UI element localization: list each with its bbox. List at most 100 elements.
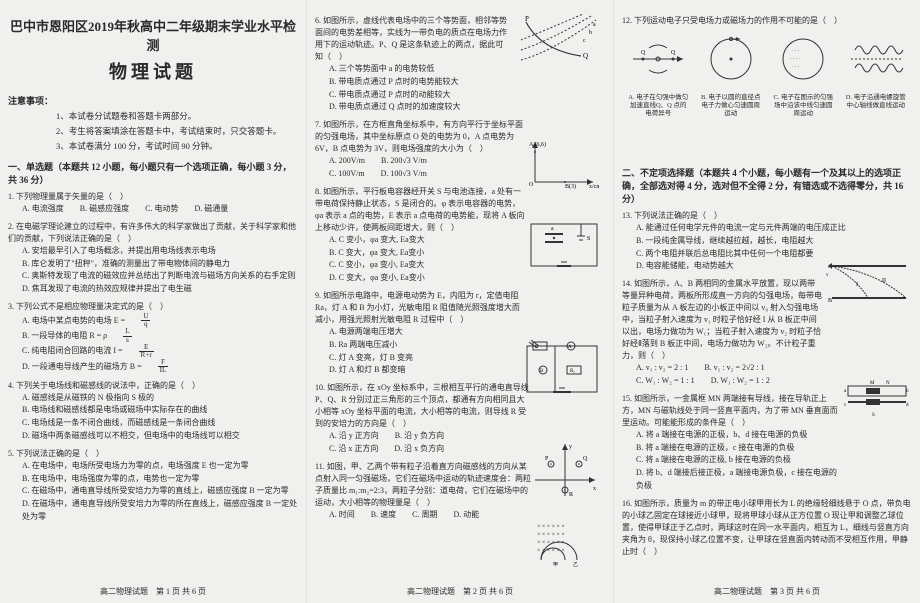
q13-stem: 13. 下列说法正确的是（ ）	[622, 210, 912, 222]
q16: 16. 如图所示，质量为 m 的带正电小球甲用长为 L 的绝缘轻细线悬于 O 点…	[622, 498, 912, 558]
q10-opt-c: C. 沿 x 正方向	[329, 443, 378, 456]
svg-text:S: S	[872, 413, 875, 418]
q5-opts: A. 在电场中，电场所受电场力为零的点，电场强度 E 也一定为零 B. 在电场中…	[22, 460, 298, 524]
svg-text:c: c	[844, 403, 847, 408]
q9-opt-a: A. 电源两端电压增大	[329, 326, 523, 339]
svg-text:b: b	[906, 389, 909, 394]
section-1-heading: 一、单选题（本题共 12 小题，每小题只有一个选项正确，每小题 3 分，共 36…	[8, 160, 298, 186]
q15-opts: A. 将 a 端接在电源的正极，b、d 接在电源的负极 B. 将 a 端接在电源…	[636, 429, 838, 493]
page-1: 巴中市恩阳区2019年秋高中二年级期末学业水平检测 物理试题 注意事项： 1、本…	[0, 0, 306, 603]
svg-text:Q: Q	[641, 50, 646, 56]
svg-text:a: a	[844, 389, 847, 394]
q11-opt-c: C. 周期	[412, 509, 437, 522]
svg-text:× × × × × ×: × × × × × ×	[537, 540, 565, 546]
q12-stem: 12. 下列运动电子只受电场力或磁场力的作用不可能的是（ ）	[622, 15, 912, 27]
parallel-plates-icon: A B I II v	[826, 258, 912, 308]
svg-text:v: v	[826, 273, 829, 278]
q5-stem: 5. 下列说法正确的是（ ）	[8, 448, 298, 460]
equipotential-figure-icon: P Q a b c	[511, 12, 601, 64]
svg-text:II: II	[882, 278, 886, 284]
svg-text:× × × × × ×: × × × × × ×	[537, 524, 565, 530]
q12-figures: Q Q · · · · · · · · · ·	[622, 30, 912, 92]
q12-captions: A. 电子在匀强中做匀加速直线Q、Q 点的电荷异号 B. 电子以圆的直径点电子力…	[622, 94, 912, 117]
q1-opt-c: C. 电动势	[145, 203, 178, 216]
q2-opt-a: A. 安培最早引入了电场概念，并提出用电场线表示电场	[22, 245, 298, 258]
notice-1: 1、本试卷分试题卷和答题卡两部分。	[56, 110, 298, 122]
q4-opt-b: B. 电场线和磁感线都是电场或磁场中实际存在的曲线	[22, 404, 298, 417]
q14-opt-a: A. v₁ : v₂ = 2 : 1	[636, 362, 688, 375]
fraction-icon: ER+r	[139, 344, 168, 359]
exam-title: 巴中市恩阳区2019年秋高中二年级期末学业水平检测	[8, 16, 298, 54]
svg-text:乙: 乙	[573, 561, 578, 568]
q13-opt-a: A. 能通过任何电学元件的电流一定与元件两端的电压成正比	[636, 222, 912, 235]
page-1-footer: 高二物理试题 第 1 页 共 6 页	[0, 586, 306, 597]
page-2-footer: 高二物理试题 第 2 页 共 6 页	[307, 586, 613, 597]
q12: 12. 下列运动电子只受电场力或磁场力的作用不可能的是（ ）	[622, 15, 912, 27]
svg-text:· · ·: · · ·	[792, 65, 800, 70]
q15-opt-c: C. 将 a 端接在电源的正极, b 接在电源的负极	[636, 454, 838, 467]
svg-text:a: a	[593, 22, 596, 28]
q3-opt-c: C. 纯电阻闭合回路的电流 I = ER+r	[22, 344, 298, 359]
svg-text:Q: Q	[583, 456, 588, 462]
q1-opt-b: B. 磁感应强度	[80, 203, 129, 216]
q7-opt-c: C. 100V/m	[329, 168, 365, 181]
svg-text:P: P	[525, 15, 529, 23]
q10-opt-b: B. 沿 y 负方向	[395, 430, 444, 443]
svg-text:× × × × × ×: × × × × × ×	[537, 532, 565, 538]
capacitor-circuit-icon: a S	[527, 220, 601, 270]
svg-text:B: B	[828, 298, 832, 304]
page-3: 12. 下列运动电子只受电场力或磁场力的作用不可能的是（ ） Q Q · · ·	[613, 0, 920, 603]
page-2: 6. 如图所示，虚线代表电场中的三个等势面，相邻等势面间的电势差相等，实线为一带…	[306, 0, 613, 603]
triangle-wires-icon: y x P Q R	[529, 440, 601, 502]
photoresistor-circuit-icon: R A B Rₐ	[523, 340, 601, 398]
svg-text:R: R	[569, 492, 573, 498]
q15-stem: 15. 如图所示，一金属框 MN 两端接有导线，接在导轨正上方，MN 与磁轨线处…	[622, 393, 838, 429]
q9-opt-c: C. 灯 A 变亮，灯 B 变亮	[329, 352, 523, 365]
q5-opt-c: C. 在磁场中，通电直导线所受安培力为零的直线上，磁感应强度 B 一定为零	[22, 485, 298, 498]
q9-opt-b: B. Ra 两端电压减小	[329, 339, 523, 352]
q15-opt-b: B. 将 a 端接在电源的正极，c 接在电源的负极	[636, 442, 838, 455]
fraction-icon: FIL	[158, 359, 183, 374]
svg-text:P: P	[545, 456, 549, 462]
mn-frame-icon: a b c d M N S	[842, 380, 912, 420]
q7-stem: 7. 如图所示，在方框直角坐标系中，有方向平行于坐标平面的匀强电场，其中坐标原点…	[315, 119, 527, 155]
svg-text:· · ·: · · ·	[792, 49, 800, 54]
q9-opt-d: D. 灯 A 和灯 B 都变暗	[329, 364, 523, 377]
q6-stem: 6. 如图所示，虚线代表电场中的三个等势面，相邻等势面间的电势差相等，实线为一带…	[315, 15, 511, 63]
q12-fig-b-icon	[702, 30, 760, 88]
q4-opt-d: D. 磁场中两条磁感线可以不相交，但电场中的电场线可以相交	[22, 430, 298, 443]
svg-text:c: c	[583, 38, 586, 44]
svg-text:A: A	[568, 345, 572, 350]
q6-opt-c: C. 带电质点通过 P 点时的动能较大	[329, 89, 511, 102]
q5-opt-b: B. 在电场中，电场强度为零的点，电势也一定为零	[22, 473, 298, 486]
q11-opt-a: A. 时间	[329, 509, 355, 522]
q8-opt-b: B. C 变大，φa 变大, Ea变小	[329, 247, 424, 260]
svg-text:· · · ·: · · · ·	[790, 57, 801, 62]
q11-opts: A. 时间 B. 速度 C. 周期 D. 动能	[329, 509, 531, 522]
svg-text:A (6,6): A (6,6)	[529, 141, 546, 148]
q2-opt-b: B. 库仑发明了"扭秤"，准确的测量出了带电物体间的静电力	[22, 258, 298, 271]
magnetic-tracks-icon: × × × × × × × × × × × × × × × × × × × × …	[531, 520, 601, 570]
q10-stem: 10. 如图所示，在 xOy 坐标系中，三根相互平行的通电直导线 P、Q、R 分…	[315, 382, 529, 430]
q12-fig-c-icon: · · · · · · · · · ·	[774, 30, 832, 88]
q12-cap-a: A. 电子在匀强中做匀加速直线Q、Q 点的电荷异号	[628, 94, 688, 117]
q2-opt-c: C. 奥斯特发现了电流的磁效应并总结出了判断电流与磁场方向关系的右手定则	[22, 270, 298, 283]
q7-opt-d: D. 100√3 V/m	[381, 168, 427, 181]
q4-stem: 4. 下列关于电场线和磁感线的说法中，正确的是（ ）	[8, 380, 298, 392]
q5-opt-d: D. 在磁场中，通电直导线所受安培力为零的所在直线上，磁感应强度 B 一定处处为…	[22, 498, 298, 524]
q8-opt-c: C. C 变小，φa 变小, Ea变大	[329, 259, 424, 272]
svg-text:x: x	[593, 486, 596, 492]
section-2-heading: 二、不定项选择题（本题共 4 个小题，每小题有一个及其以上的选项正确，全部选对得…	[622, 166, 912, 205]
q8-opts: A. C 变小，φa 变大, Ea变大 B. C 变大，φa 变大, Ea变小 …	[329, 234, 527, 285]
q15-opt-a: A. 将 a 端接在电源的正极，b、d 接在电源的负极	[636, 429, 838, 442]
q2: 2. 在电磁学理论建立的过程中，有许多伟大的科学家做出了贡献，关于科学家和他们的…	[8, 221, 298, 296]
q12-cap-c: C. 电子在图示的匀强场中沿该中线匀速圆周运动	[773, 94, 833, 117]
q1-opts: A. 电流强度 B. 磁感应强度 C. 电动势 D. 磁通量	[22, 203, 298, 216]
q7-opts: A. 200V/m B. 200√3 V/m C. 100V/m D. 100√…	[329, 155, 527, 181]
q2-stem: 2. 在电磁学理论建立的过程中，有许多伟大的科学家做出了贡献，关于科学家和他们的…	[8, 221, 298, 245]
q1-stem: 1. 下列物理量属于矢量的是（ ）	[8, 191, 298, 203]
q8-opt-a: A. C 变小，φa 变大, Ea变大	[329, 234, 425, 247]
q3-opt-d: D. 一段通电导线产生的磁场方 B = FIL	[22, 359, 298, 374]
q4-opts: A. 磁感线是从磁铁的 N 极指向 S 极的 B. 电场线和磁感线都是电场或磁场…	[22, 392, 298, 443]
svg-text:B: B	[540, 369, 544, 374]
